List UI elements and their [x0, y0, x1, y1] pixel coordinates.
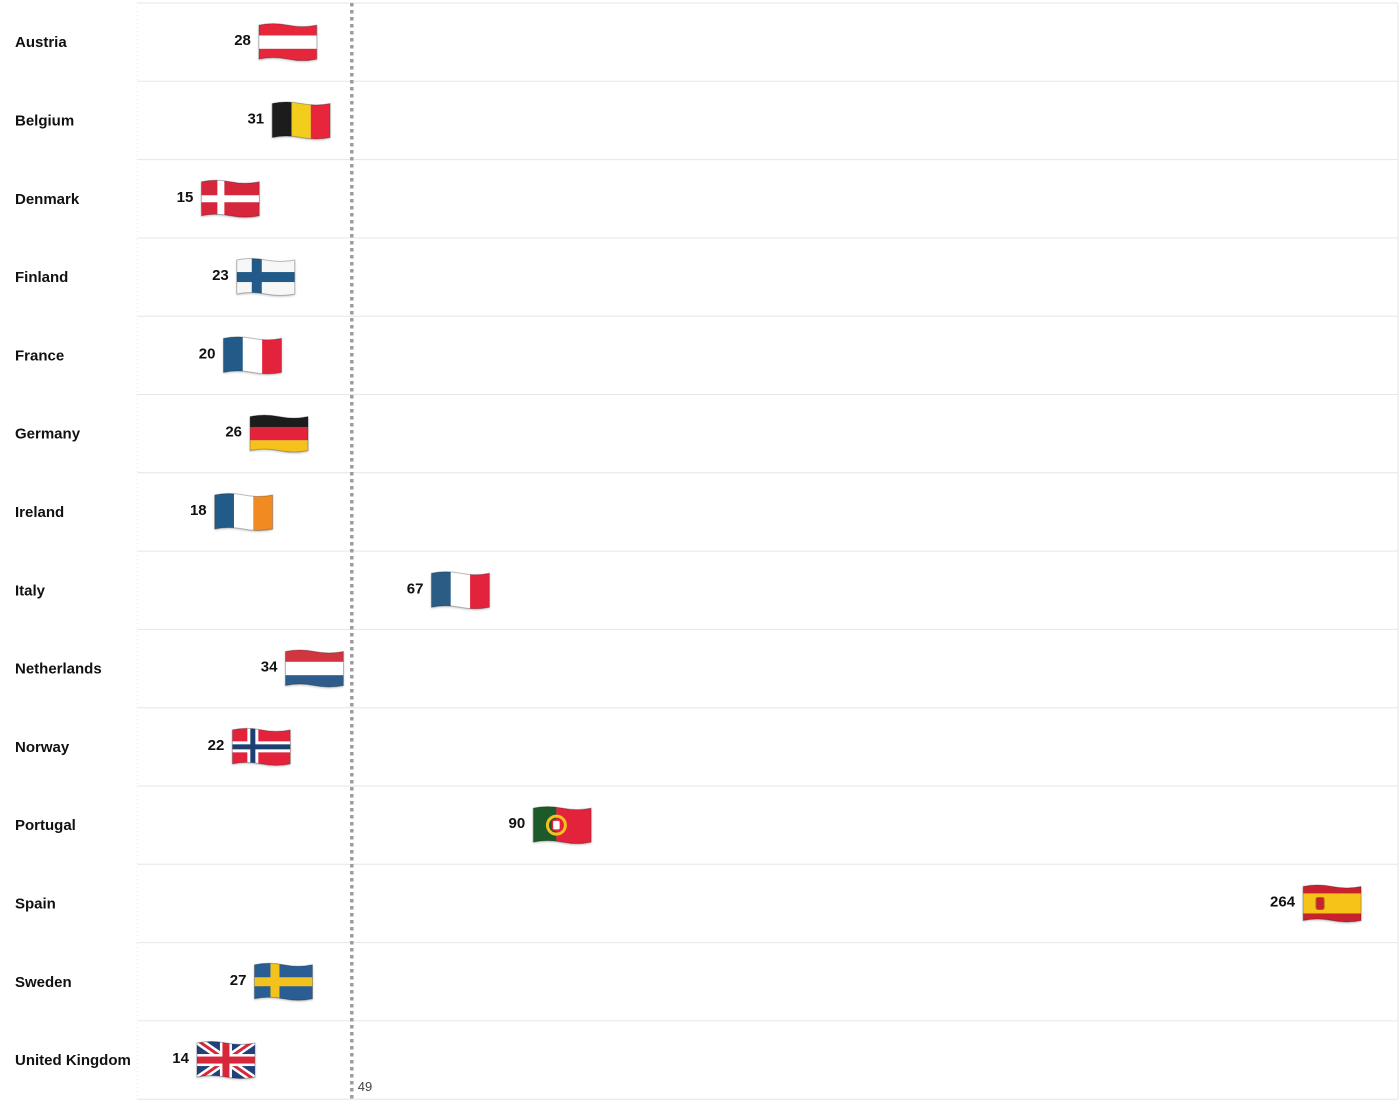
value-label: 23 [212, 267, 229, 284]
value-label: 22 [208, 737, 225, 754]
data-point-sweden: 27 [230, 962, 313, 1001]
austria-flag-icon [258, 23, 318, 62]
row-label-portugal: Portugal [15, 817, 76, 834]
united-kingdom-flag-icon [196, 1041, 256, 1080]
row-label-united-kingdom: United Kingdom [15, 1052, 131, 1069]
value-label: 15 [177, 189, 194, 206]
portugal-flag-icon [532, 806, 592, 845]
spain-flag-icon [1302, 884, 1362, 923]
row-label-germany: Germany [15, 426, 81, 443]
row-label-netherlands: Netherlands [15, 661, 102, 678]
france-flag-icon [222, 336, 282, 375]
norway-flag-icon [231, 727, 291, 766]
row-label-belgium: Belgium [15, 112, 74, 129]
data-point-austria: 28 [234, 23, 318, 62]
data-point-norway: 22 [208, 727, 291, 766]
value-label: 67 [407, 580, 424, 597]
value-label: 20 [199, 345, 216, 362]
data-point-portugal: 90 [509, 806, 592, 845]
row-label-norway: Norway [15, 739, 70, 756]
data-point-belgium: 31 [247, 101, 331, 140]
sweden-flag-icon [253, 962, 313, 1001]
value-label: 90 [509, 815, 526, 832]
data-marks: 28 31 15 23 20 26 18 67 34 22 90 264 27 14 [172, 23, 1362, 1080]
data-point-ireland: 18 [190, 492, 274, 531]
row-label-denmark: Denmark [15, 191, 80, 208]
data-point-finland: 23 [212, 258, 296, 297]
finland-flag-icon [236, 258, 296, 297]
netherlands-flag-icon [284, 649, 344, 688]
reference-line-label: 49 [358, 1079, 372, 1094]
value-label: 34 [261, 659, 278, 676]
value-label: 18 [190, 502, 207, 519]
data-point-denmark: 15 [177, 179, 260, 218]
row-label-ireland: Ireland [15, 504, 64, 521]
value-label: 14 [172, 1050, 189, 1067]
value-label: 264 [1270, 893, 1296, 910]
data-point-italy: 67 [407, 571, 490, 610]
value-label: 31 [247, 110, 264, 127]
data-point-germany: 26 [225, 414, 309, 453]
value-label: 27 [230, 972, 247, 989]
row-labels: Austria Belgium Denmark Finland France German… [15, 34, 131, 1069]
germany-flag-icon [249, 414, 309, 453]
data-point-france: 20 [199, 336, 282, 375]
value-label: 26 [225, 424, 242, 441]
average-reference: 49 [350, 3, 372, 1100]
belgium-flag-icon [271, 101, 331, 140]
row-label-italy: Italy [15, 582, 46, 599]
italy-flag-icon [430, 571, 490, 610]
data-point-united-kingdom: 14 [172, 1041, 256, 1080]
ireland-flag-icon [214, 492, 274, 531]
data-point-spain: 264 [1270, 884, 1362, 923]
grid-lines [136, 2, 1399, 1100]
row-label-france: France [15, 347, 64, 364]
row-label-spain: Spain [15, 895, 56, 912]
data-point-netherlands: 34 [261, 649, 344, 688]
row-label-austria: Austria [15, 34, 67, 51]
denmark-flag-icon [200, 179, 260, 218]
row-label-sweden: Sweden [15, 974, 72, 991]
row-label-finland: Finland [15, 269, 68, 286]
value-label: 28 [234, 32, 251, 49]
